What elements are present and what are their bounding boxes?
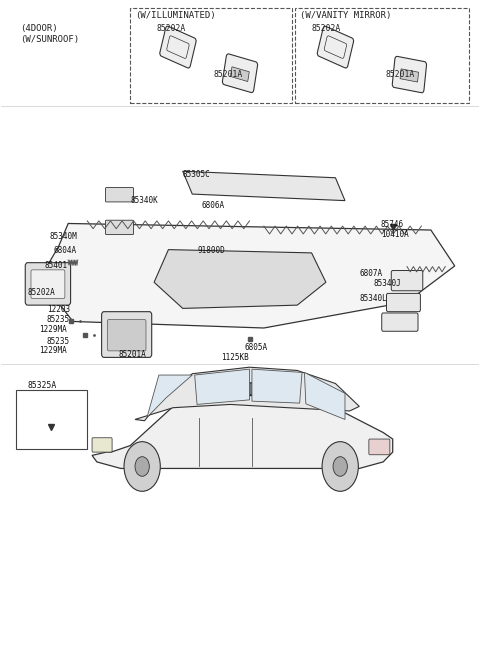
Text: 6804A: 6804A <box>54 247 77 255</box>
Text: 85202A: 85202A <box>156 24 185 33</box>
FancyBboxPatch shape <box>382 313 418 331</box>
FancyBboxPatch shape <box>400 69 419 82</box>
FancyBboxPatch shape <box>391 270 423 291</box>
Bar <box>16 390 87 449</box>
Text: 6805A: 6805A <box>245 343 268 352</box>
FancyBboxPatch shape <box>106 220 133 235</box>
Text: 85746: 85746 <box>381 220 404 230</box>
FancyBboxPatch shape <box>230 67 249 81</box>
Text: 10410A: 10410A <box>381 230 408 239</box>
Text: 85202A: 85202A <box>311 24 340 33</box>
Polygon shape <box>202 382 283 397</box>
FancyBboxPatch shape <box>369 439 390 455</box>
Text: 85340L: 85340L <box>360 294 387 303</box>
FancyBboxPatch shape <box>160 26 196 68</box>
Text: 85340M: 85340M <box>49 232 77 241</box>
Circle shape <box>333 457 348 476</box>
Text: 85235: 85235 <box>47 315 70 324</box>
Circle shape <box>322 441 359 491</box>
FancyBboxPatch shape <box>108 319 146 351</box>
Text: 85201A: 85201A <box>118 350 146 359</box>
FancyBboxPatch shape <box>102 312 152 358</box>
Text: (W/ILLUMINATED): (W/ILLUMINATED) <box>135 11 216 20</box>
Polygon shape <box>304 373 345 419</box>
Circle shape <box>135 457 149 476</box>
Text: 85235: 85235 <box>47 337 70 346</box>
Polygon shape <box>92 400 393 468</box>
Text: 6806A: 6806A <box>202 201 225 210</box>
Polygon shape <box>147 375 192 417</box>
Text: (W/VANITY MIRROR): (W/VANITY MIRROR) <box>300 11 391 20</box>
Text: 85340K: 85340K <box>130 196 158 205</box>
Polygon shape <box>240 383 281 396</box>
Polygon shape <box>154 250 326 308</box>
Polygon shape <box>195 369 250 405</box>
Circle shape <box>124 441 160 491</box>
Text: 85202A: 85202A <box>28 287 55 297</box>
FancyBboxPatch shape <box>25 262 71 305</box>
Text: 12203: 12203 <box>47 305 70 314</box>
Text: 85325A: 85325A <box>28 381 57 390</box>
FancyBboxPatch shape <box>317 26 354 68</box>
FancyBboxPatch shape <box>106 188 133 202</box>
Text: 85340J: 85340J <box>373 279 401 288</box>
Text: 1229MA: 1229MA <box>39 325 67 334</box>
FancyBboxPatch shape <box>31 270 65 298</box>
FancyBboxPatch shape <box>222 54 258 92</box>
Text: 85401: 85401 <box>44 261 68 270</box>
Text: 6807A: 6807A <box>360 269 383 278</box>
FancyBboxPatch shape <box>92 438 112 452</box>
FancyBboxPatch shape <box>386 293 420 312</box>
Text: 85201A: 85201A <box>214 70 243 79</box>
Text: 85305C: 85305C <box>183 170 211 179</box>
Text: 1125KB: 1125KB <box>221 353 249 362</box>
FancyBboxPatch shape <box>392 56 427 92</box>
Text: 85201A: 85201A <box>385 70 415 79</box>
Text: 91800D: 91800D <box>197 247 225 255</box>
Polygon shape <box>252 369 302 403</box>
Polygon shape <box>39 224 455 328</box>
Text: 1229MA: 1229MA <box>39 346 67 356</box>
Text: (4DOOR)
(W/SUNROOF): (4DOOR) (W/SUNROOF) <box>21 24 80 44</box>
Polygon shape <box>183 171 345 201</box>
Polygon shape <box>135 367 360 420</box>
